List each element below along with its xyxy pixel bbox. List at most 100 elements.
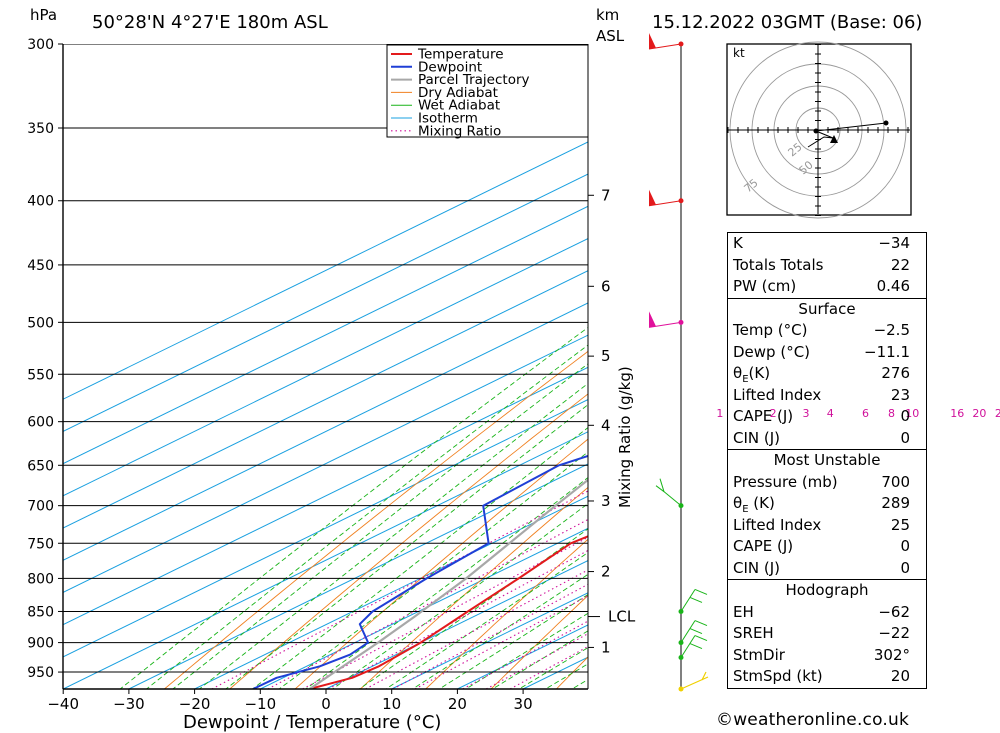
km-label: km xyxy=(596,6,619,24)
x-tick-label: 10 xyxy=(382,695,401,713)
pressure-tick-label: 750 xyxy=(27,536,54,552)
isotherm-line xyxy=(128,463,588,689)
x-tick-label: −10 xyxy=(244,695,276,713)
index-row: θE(K) 276 xyxy=(728,363,926,385)
index-value: 276 xyxy=(881,364,910,382)
hodograph-indices-title: Hodograph xyxy=(785,581,869,599)
legend-label: Dry Adiabat xyxy=(418,85,498,101)
index-value: 0 xyxy=(900,537,910,555)
wind-barb-staff xyxy=(680,620,696,643)
km-tick-label: 7 xyxy=(601,186,611,204)
surface-title: Surface xyxy=(798,299,856,318)
index-row: StmDir 302° xyxy=(728,645,926,667)
mixing-ratio-line xyxy=(302,536,588,689)
wind-barb-staff xyxy=(680,635,696,658)
pressure-tick-label: 800 xyxy=(27,571,54,587)
wind-barb-feather xyxy=(694,635,708,641)
index-row: K −34 xyxy=(728,233,926,255)
wind-barb-feather xyxy=(689,643,703,649)
pressure-tick-label: 400 xyxy=(27,194,54,210)
index-row: CAPE (J) 0 xyxy=(728,406,926,428)
mixing-ratio-label: 2 xyxy=(770,407,777,420)
isotherm-line xyxy=(63,398,588,658)
dry-adiabat-line xyxy=(948,44,1000,689)
mixing-ratio-label: 3 xyxy=(803,407,810,420)
x-tick-label: −30 xyxy=(113,695,145,713)
mixing-ratio-label: 1 xyxy=(716,407,723,420)
legend-label: Parcel Trajectory xyxy=(418,72,530,88)
dry-adiabat-line xyxy=(425,538,588,689)
pressure-tick-label: 500 xyxy=(27,315,54,331)
index-value: 0 xyxy=(900,407,910,425)
dry-adiabat-line xyxy=(164,350,588,689)
km-tick-label: 3 xyxy=(601,492,611,510)
wind-barb-feather xyxy=(689,596,703,603)
km-tick-label: 2 xyxy=(601,563,611,581)
index-label: EH xyxy=(733,602,754,621)
datetime-title: 15.12.2022 03GMT (Base: 06) xyxy=(652,12,922,33)
index-row: PW (cm) 0.46 xyxy=(728,276,926,298)
index-value: 302° xyxy=(873,645,910,664)
wind-barb-feather xyxy=(659,478,665,492)
legend-label: Wet Adiabat xyxy=(418,98,500,114)
isotherm-line xyxy=(63,302,588,561)
pressure-lines xyxy=(63,44,588,673)
mixing-ratio-label: 4 xyxy=(827,407,834,420)
x-axis-label: Dewpoint / Temperature (°C) xyxy=(183,712,441,733)
km-tick-label: 6 xyxy=(601,277,611,295)
hodograph-origin-dot xyxy=(813,128,819,134)
index-value: 700 xyxy=(881,472,910,491)
legend-label: Temperature xyxy=(417,47,504,63)
wind-barb-feather xyxy=(689,628,703,635)
wet-adiabat-line xyxy=(385,551,588,689)
hodograph-unit: kt xyxy=(733,46,745,60)
hodograph-indices: Hodograph EH −62 SREH −22 StmDir 302° StmSpd (… xyxy=(727,579,927,689)
mixing-ratio-label: 25 xyxy=(995,407,1000,420)
index-label: CIN (J) xyxy=(733,558,781,577)
dry-adiabat-line xyxy=(360,486,588,689)
legend-label: Isotherm xyxy=(418,111,478,127)
parcel-trajectory-line xyxy=(308,478,588,689)
index-label: K xyxy=(733,234,743,252)
index-row: Lifted Index 25 xyxy=(728,515,926,537)
km-tick-label: 4 xyxy=(601,416,611,434)
temperature-line xyxy=(309,535,588,689)
lcl-label: LCL xyxy=(608,608,636,626)
most-unstable-indices: Most Unstable Pressure (mb) 700 θE (K) 289 L… xyxy=(727,449,927,580)
plot-area xyxy=(63,44,1000,689)
wind-barb xyxy=(648,311,684,328)
dry-adiabats xyxy=(164,44,1000,689)
dry-adiabat-line xyxy=(490,594,588,689)
index-row: SREH −22 xyxy=(728,623,926,645)
index-row: Temp (°C) −2.5 xyxy=(728,320,926,342)
index-value: 25 xyxy=(890,515,910,534)
x-tick-label: 20 xyxy=(448,695,467,713)
index-value: 289 xyxy=(881,494,910,512)
index-label: CAPE (J) xyxy=(733,407,794,425)
wind-barb xyxy=(678,635,708,661)
pressure-tick-label: 850 xyxy=(27,604,54,620)
isotherm-line xyxy=(63,141,588,400)
index-row: Lifted Index 23 xyxy=(728,385,926,407)
pressure-tick-label: 700 xyxy=(27,499,54,515)
wet-adiabat-line xyxy=(411,573,588,689)
general-indices: K −34 Totals Totals 22 PW (cm) 0.46 xyxy=(727,232,927,299)
pressure-tick-label: 450 xyxy=(27,258,54,274)
x-tick-label: 30 xyxy=(514,695,533,713)
wind-barb-pennant xyxy=(649,311,656,328)
wind-profile xyxy=(648,33,709,692)
mixing-ratio-line xyxy=(414,595,588,689)
isotherm-line xyxy=(63,366,588,626)
x-tick-label: 0 xyxy=(321,695,331,713)
wind-barb xyxy=(648,189,684,207)
wind-barb xyxy=(678,671,709,692)
index-label: Totals Totals xyxy=(733,255,824,274)
mixing-ratio-line xyxy=(327,549,588,689)
index-row: EH −62 xyxy=(728,602,926,624)
index-value: 0 xyxy=(900,558,910,577)
index-label: CIN (J) xyxy=(733,428,781,447)
wind-barb-feather xyxy=(694,620,708,627)
mixing-ratio-label: 8 xyxy=(888,407,895,420)
